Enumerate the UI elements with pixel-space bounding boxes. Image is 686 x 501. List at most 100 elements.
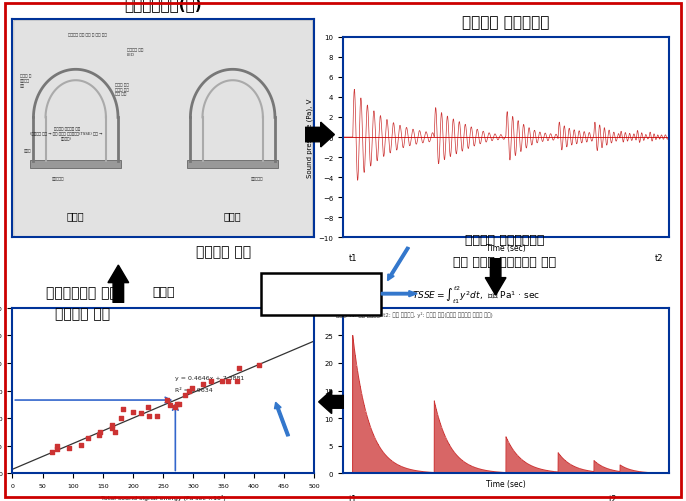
Point <box>109 428 120 436</box>
Bar <box>599 465 600 473</box>
Bar <box>403 467 404 473</box>
Bar <box>527 464 528 473</box>
Bar <box>546 470 547 473</box>
Bar <box>571 465 572 473</box>
Bar <box>432 472 434 473</box>
Bar <box>394 463 395 473</box>
Bar <box>384 454 385 473</box>
Bar <box>30 161 121 168</box>
Bar <box>595 462 597 473</box>
Bar <box>581 469 582 473</box>
Text: 임팩에코 시그널획득: 임팩에코 시그널획득 <box>462 15 549 30</box>
FancyArrow shape <box>318 390 344 414</box>
Point <box>63 444 74 452</box>
Bar <box>389 459 390 473</box>
Bar <box>411 470 412 473</box>
Bar <box>502 472 503 473</box>
Bar <box>541 469 542 473</box>
Text: 산정강도 표시: 산정강도 표시 <box>196 245 250 259</box>
Text: 임팩구: 임팩구 <box>24 149 31 153</box>
Bar <box>460 459 461 473</box>
Bar <box>614 470 615 473</box>
Bar <box>625 468 626 473</box>
Bar <box>425 472 426 473</box>
Bar <box>624 467 625 473</box>
Bar <box>477 468 478 473</box>
Bar <box>375 440 376 473</box>
Text: 임팩에코 측정 시작 및 정지 버튼: 임팩에코 측정 시작 및 정지 버튼 <box>69 33 107 37</box>
Point <box>233 364 244 372</box>
Bar <box>482 470 483 473</box>
Bar <box>473 467 474 473</box>
Bar <box>531 466 532 473</box>
Point <box>107 424 118 432</box>
Bar <box>621 466 622 473</box>
Bar <box>412 470 413 473</box>
Bar <box>634 471 635 473</box>
Bar <box>401 466 402 473</box>
Bar <box>649 472 650 473</box>
Bar <box>404 467 405 473</box>
Point <box>223 377 234 385</box>
Bar <box>567 462 568 473</box>
Bar <box>534 467 535 473</box>
Bar <box>645 472 646 473</box>
Bar <box>363 402 364 473</box>
Bar <box>593 471 594 473</box>
Point <box>136 410 147 418</box>
Bar <box>554 471 555 473</box>
Bar <box>607 468 608 473</box>
Point <box>172 400 182 408</box>
Bar <box>447 441 448 473</box>
Bar <box>589 471 590 473</box>
Bar <box>359 386 361 473</box>
Text: t2: t2 <box>655 253 663 262</box>
Point <box>216 378 227 386</box>
Bar <box>532 466 533 473</box>
Bar <box>584 470 585 473</box>
Bar <box>427 472 428 473</box>
Text: R² = 0.9634: R² = 0.9634 <box>176 387 213 392</box>
Bar <box>409 469 410 473</box>
Point <box>142 404 153 412</box>
Bar <box>457 456 458 473</box>
Bar <box>561 457 563 473</box>
Bar <box>355 361 357 473</box>
Bar <box>465 463 466 473</box>
Point <box>206 377 217 385</box>
Bar <box>564 460 565 473</box>
Point <box>169 403 180 411</box>
Bar <box>424 472 425 473</box>
Bar <box>475 468 477 473</box>
FancyArrow shape <box>485 258 506 296</box>
Bar <box>629 469 630 473</box>
Bar <box>586 470 587 473</box>
Bar <box>408 469 409 473</box>
Bar <box>587 470 588 473</box>
Bar <box>443 432 444 473</box>
Bar <box>572 465 573 473</box>
X-axis label: Total sound signal energy (Pa·sec ×10³): Total sound signal energy (Pa·sec ×10³) <box>101 493 226 499</box>
Point <box>83 434 94 442</box>
Bar <box>509 444 510 473</box>
Bar <box>526 463 527 473</box>
Bar <box>512 449 513 473</box>
Point <box>95 428 106 436</box>
Bar <box>631 470 632 473</box>
Bar <box>615 471 616 473</box>
Bar <box>536 468 537 473</box>
Y-axis label: Square sound pressure
$(Pa^2)$, $y^2$: Square sound pressure $(Pa^2)$, $y^2$ <box>299 351 319 431</box>
Bar <box>636 471 637 473</box>
Bar <box>503 472 504 473</box>
Bar <box>641 472 642 473</box>
Point <box>117 405 128 413</box>
Bar <box>445 438 447 473</box>
Bar <box>453 452 454 473</box>
Bar <box>515 453 516 473</box>
Bar <box>495 472 496 473</box>
Text: 임팩구 접지
않이된 경우
이면 버튼: 임팩구 접지 않이된 경우 이면 버튼 <box>115 83 129 96</box>
Bar <box>431 472 432 473</box>
Bar <box>416 470 417 473</box>
Bar <box>491 471 492 473</box>
Bar <box>568 463 569 473</box>
